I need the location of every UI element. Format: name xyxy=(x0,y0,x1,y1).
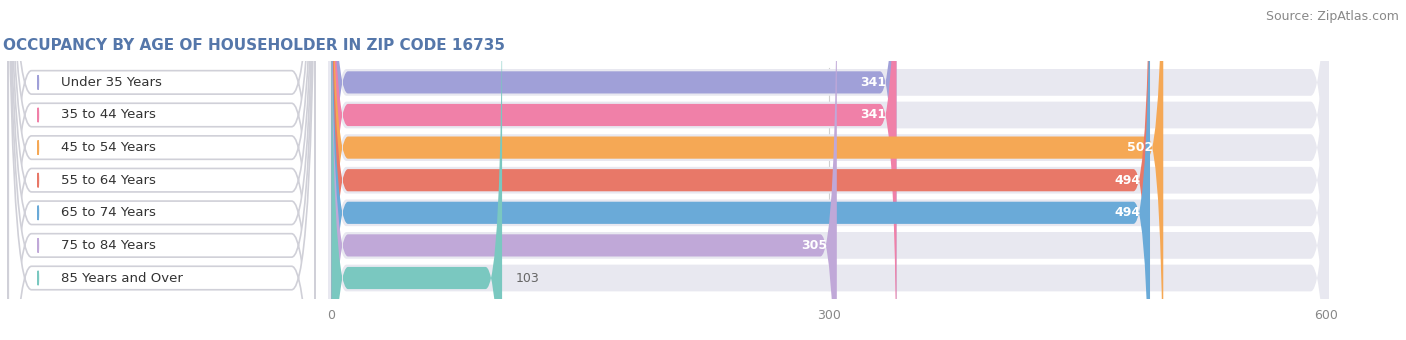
FancyBboxPatch shape xyxy=(328,0,1329,340)
FancyBboxPatch shape xyxy=(332,0,502,340)
FancyBboxPatch shape xyxy=(328,0,1329,340)
Text: 502: 502 xyxy=(1128,141,1153,154)
Text: 341: 341 xyxy=(860,108,887,121)
FancyBboxPatch shape xyxy=(328,0,1329,340)
FancyBboxPatch shape xyxy=(8,0,315,340)
Text: Under 35 Years: Under 35 Years xyxy=(62,76,162,89)
Text: 494: 494 xyxy=(1114,174,1140,187)
FancyBboxPatch shape xyxy=(8,0,315,340)
Text: 305: 305 xyxy=(801,239,827,252)
FancyBboxPatch shape xyxy=(8,0,315,340)
Text: Source: ZipAtlas.com: Source: ZipAtlas.com xyxy=(1265,10,1399,23)
Text: 494: 494 xyxy=(1114,206,1140,219)
Text: 35 to 44 Years: 35 to 44 Years xyxy=(62,108,156,121)
FancyBboxPatch shape xyxy=(332,0,1150,340)
FancyBboxPatch shape xyxy=(8,0,315,340)
FancyBboxPatch shape xyxy=(328,0,1329,340)
Text: 75 to 84 Years: 75 to 84 Years xyxy=(62,239,156,252)
Text: OCCUPANCY BY AGE OF HOUSEHOLDER IN ZIP CODE 16735: OCCUPANCY BY AGE OF HOUSEHOLDER IN ZIP C… xyxy=(3,38,505,53)
Text: 103: 103 xyxy=(516,272,538,285)
Text: 341: 341 xyxy=(860,76,887,89)
Text: 85 Years and Over: 85 Years and Over xyxy=(62,272,183,285)
FancyBboxPatch shape xyxy=(332,0,1163,340)
FancyBboxPatch shape xyxy=(328,0,1329,340)
FancyBboxPatch shape xyxy=(8,0,315,340)
FancyBboxPatch shape xyxy=(328,0,1329,340)
FancyBboxPatch shape xyxy=(8,0,315,340)
FancyBboxPatch shape xyxy=(332,0,837,340)
FancyBboxPatch shape xyxy=(332,0,897,340)
Text: 45 to 54 Years: 45 to 54 Years xyxy=(62,141,156,154)
FancyBboxPatch shape xyxy=(332,0,897,340)
Text: 55 to 64 Years: 55 to 64 Years xyxy=(62,174,156,187)
FancyBboxPatch shape xyxy=(332,0,1150,340)
FancyBboxPatch shape xyxy=(8,0,315,340)
FancyBboxPatch shape xyxy=(328,0,1329,340)
Text: 65 to 74 Years: 65 to 74 Years xyxy=(62,206,156,219)
